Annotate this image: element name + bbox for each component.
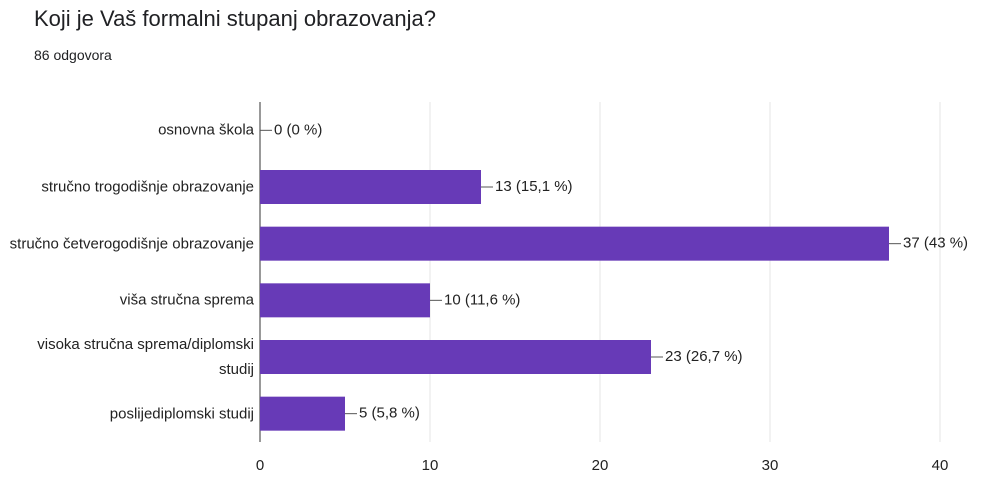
x-tick-label: 10 — [422, 457, 439, 474]
data-label: 10 (11,6 %) — [444, 291, 520, 308]
x-tick-label: 40 — [932, 457, 949, 474]
y-tick-label: poslijediplomski studij — [109, 405, 254, 423]
y-tick-label: stručno trogodišnje obrazovanje — [41, 178, 254, 196]
data-label: 37 (43 %) — [903, 235, 968, 252]
data-label: 23 (26,7 %) — [665, 348, 743, 365]
chart-title: Koji je Vaš formalni stupanj obrazovanja… — [34, 6, 436, 31]
data-label: 13 (15,1 %) — [495, 178, 573, 195]
bar — [260, 283, 430, 318]
x-tick-label: 20 — [592, 457, 609, 474]
bar — [260, 170, 481, 204]
data-label: 5 (5,8 %) — [359, 405, 420, 422]
y-tick-label: viša stručna sprema — [119, 291, 254, 309]
bar — [260, 340, 651, 374]
data-label: 0 (0 %) — [274, 121, 322, 138]
x-tick-label: 0 — [256, 457, 264, 474]
bar — [260, 396, 345, 431]
chart-subtitle: 86 odgovora — [34, 47, 112, 63]
y-tick-label: osnovna škola — [158, 121, 254, 139]
y-tick-label: stručno četverogodišnje obrazovanje — [9, 235, 254, 253]
y-tick-label: visoka stručna sprema/diplomski studij — [37, 336, 254, 378]
bar — [260, 226, 889, 261]
x-tick-label: 30 — [762, 457, 779, 474]
